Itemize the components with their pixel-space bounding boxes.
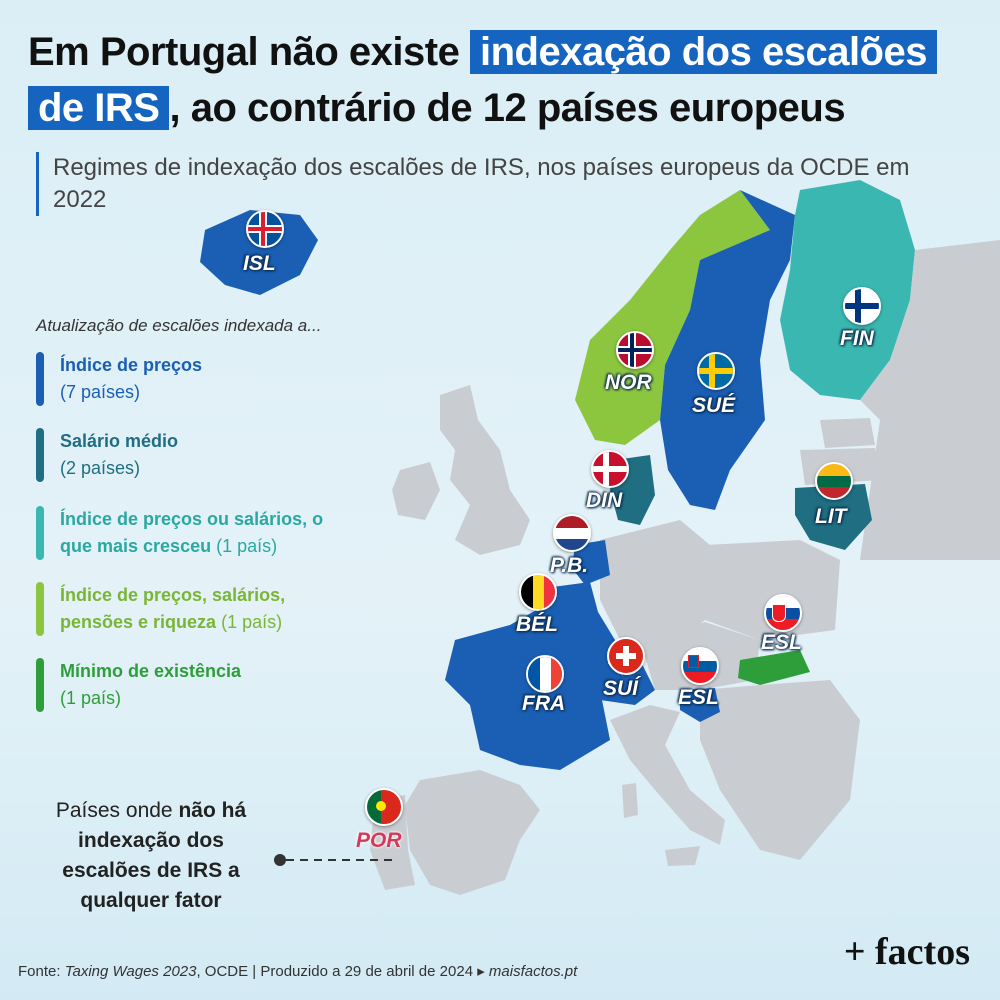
country-ireland xyxy=(392,462,440,520)
legend-count: (1 país) xyxy=(221,612,283,632)
label-pb: P.B. xyxy=(550,554,589,577)
note-text-bold: escalões de IRS a xyxy=(62,859,240,882)
legend-swatch xyxy=(36,428,44,482)
note-text-bold: indexação dos xyxy=(78,829,224,852)
title-text: , ao contrário de 12 países europeus xyxy=(169,86,846,130)
legend-title: Atualização de escalões indexada a... xyxy=(36,316,322,335)
label-fra: FRA xyxy=(522,692,566,715)
country-poland xyxy=(705,540,840,640)
legend-count: (7 países) xyxy=(60,382,141,402)
label-sue: SUÉ xyxy=(692,394,736,417)
portugal-flag-icon xyxy=(365,788,403,826)
country-lithuania xyxy=(795,484,872,550)
label-esl-slovenia: ESL xyxy=(678,686,719,709)
legend-count: (1 país) xyxy=(60,688,122,708)
switzerland-flag-icon xyxy=(607,637,645,675)
legend-item-salario-medio: Salário médio (2 países) xyxy=(36,428,178,482)
label-bel: BÉL xyxy=(516,613,558,636)
country-finland xyxy=(780,180,915,400)
title-line-2: de IRS, ao contrário de 12 países europe… xyxy=(28,86,846,131)
note-text: Países onde xyxy=(55,799,179,822)
lithuania-flag-icon xyxy=(815,462,853,500)
legend-label: Índice de preços, salários, pensões e ri… xyxy=(60,585,286,632)
no-indexation-note: Países onde não há indexação dos escalõe… xyxy=(46,796,256,916)
title-text: Em Portugal não existe xyxy=(28,30,470,74)
footer-source: Fonte: Taxing Wages 2023, OCDE | Produzi… xyxy=(18,962,577,980)
finland-flag-icon xyxy=(843,287,881,325)
belgium-flag-icon xyxy=(519,573,557,611)
france-flag-icon xyxy=(526,655,564,693)
label-lit: LIT xyxy=(815,505,847,528)
country-norway xyxy=(575,190,770,445)
country-slovakia xyxy=(738,650,810,685)
legend-count: (2 países) xyxy=(60,458,141,478)
country-balkans xyxy=(700,680,860,860)
legend-label: Mínimo de existência xyxy=(60,661,242,681)
footer-site-link[interactable]: maisfactos.pt xyxy=(488,963,578,980)
denmark-flag-icon xyxy=(591,450,629,488)
label-por-text: POR xyxy=(356,829,402,852)
legend-swatch xyxy=(36,506,44,560)
legend-item-precos-salarios-pensoes: Índice de preços, salários, pensões e ri… xyxy=(36,582,350,636)
note-text-bold: não há xyxy=(178,799,247,822)
country-germany xyxy=(600,520,710,650)
country-slovenia xyxy=(680,688,720,722)
legend-item-precos-ou-salarios: Índice de preços ou salários, o que mais… xyxy=(36,506,350,560)
country-france xyxy=(445,605,615,770)
slovakia-flag-icon xyxy=(764,594,802,632)
label-isl: ISL xyxy=(243,252,276,275)
country-estonia xyxy=(820,418,875,448)
iceland-flag-icon xyxy=(246,210,284,248)
country-uk xyxy=(440,385,530,555)
country-switzerland xyxy=(598,660,655,705)
legend-label: Índice de preços xyxy=(60,355,203,375)
note-text-bold: qualquer fator xyxy=(80,889,222,912)
title-line-1: Em Portugal não existe indexação dos esc… xyxy=(28,30,937,75)
title-highlight: indexação dos escalões xyxy=(469,30,937,74)
legend-count: (1 país) xyxy=(216,536,278,556)
norway-flag-icon xyxy=(616,331,654,369)
label-din: DIN xyxy=(586,489,623,512)
label-fin: FIN xyxy=(840,327,874,350)
country-east xyxy=(860,240,1000,560)
legend-swatch xyxy=(36,658,44,712)
country-italy xyxy=(610,705,725,845)
note-connector-dot xyxy=(274,854,286,866)
country-iceland xyxy=(200,210,318,295)
country-sweden xyxy=(660,190,795,510)
legend-item-minimo-existencia: Mínimo de existência (1 país) xyxy=(36,658,241,712)
slovenia-flag-icon xyxy=(681,647,719,685)
country-sicily xyxy=(665,846,700,866)
country-sardinia xyxy=(622,783,638,818)
legend-swatch xyxy=(36,582,44,636)
subtitle: Regimes de indexação dos escalões de IRS… xyxy=(36,152,953,216)
label-por: POR xyxy=(356,829,402,853)
legend-item-indice-precos: Índice de preços (7 países) xyxy=(36,352,202,406)
title-highlight: de IRS xyxy=(28,86,170,130)
country-spain xyxy=(405,770,540,895)
label-esl-slovakia: ESL xyxy=(761,631,802,654)
label-sui: SUÍ xyxy=(603,677,639,700)
legend-swatch xyxy=(36,352,44,406)
netherlands-flag-icon xyxy=(553,514,591,552)
legend-label: Salário médio xyxy=(60,431,179,451)
footer-source-title: Taxing Wages 2023 xyxy=(64,963,197,980)
legend-label: Índice de preços ou salários, o que mais… xyxy=(60,509,324,556)
country-netherlands xyxy=(572,540,610,585)
brand-logo: + factos xyxy=(843,931,970,973)
sweden-flag-icon xyxy=(697,352,735,390)
footer-text: Fonte: xyxy=(18,963,65,980)
label-nor: NOR xyxy=(605,371,652,394)
footer-text: , OCDE | Produzido a 29 de abril de 2024… xyxy=(196,963,489,980)
